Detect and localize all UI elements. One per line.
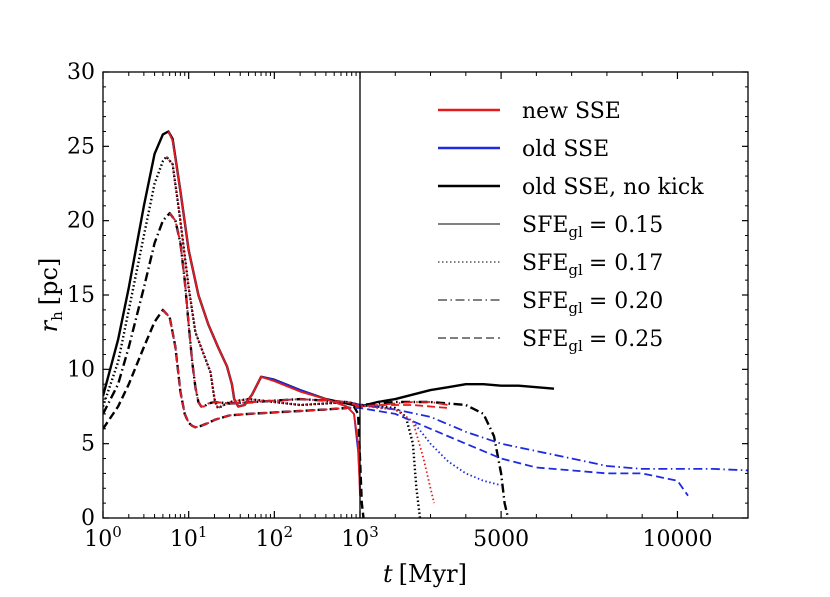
y-tick-label: 10 bbox=[67, 357, 95, 382]
series-line-12 bbox=[103, 308, 365, 518]
y-tick-label: 15 bbox=[67, 283, 95, 308]
y-tick-label: 25 bbox=[67, 134, 95, 159]
legend-label-6: SFEgl = 0.20 bbox=[522, 289, 663, 317]
x-tick-label: 101 bbox=[170, 523, 208, 552]
legend: new SSE old SSE old SSE, no kick SFEgl = 0.1… bbox=[438, 99, 704, 355]
series-line-10 bbox=[162, 309, 449, 429]
series-line-5 bbox=[165, 156, 502, 487]
legend-label-3: old SSE, no kick bbox=[522, 175, 704, 200]
series-line-9 bbox=[103, 211, 510, 518]
y-tick-label: 5 bbox=[81, 432, 95, 457]
legend-label-5: SFEgl = 0.17 bbox=[522, 251, 663, 279]
x-tick-label: 5000 bbox=[473, 527, 529, 552]
x-axis-label: t [Myr] bbox=[383, 560, 467, 588]
series-line-1 bbox=[167, 131, 361, 496]
ticks-layer: 0 5 10 15 20 25 30 100 101 102 103 5000 10000 bbox=[67, 60, 748, 552]
x-tick-label: 102 bbox=[256, 523, 294, 552]
y-tick-label: 0 bbox=[81, 506, 95, 531]
legend-label-7: SFEgl = 0.25 bbox=[522, 327, 663, 355]
series-line-3 bbox=[103, 130, 555, 408]
x-tick-label: 10000 bbox=[642, 527, 712, 552]
y-tick-label: 30 bbox=[67, 60, 95, 85]
legend-label-1: new SSE bbox=[522, 99, 621, 124]
series-line-7 bbox=[168, 212, 449, 408]
series-line-4 bbox=[165, 156, 435, 504]
legend-label-4: SFEgl = 0.15 bbox=[522, 213, 663, 241]
legend-label-2: old SSE bbox=[522, 137, 609, 162]
x-tick-label: 100 bbox=[84, 523, 122, 552]
y-tick-label: 20 bbox=[67, 209, 95, 234]
series-layer bbox=[103, 130, 748, 518]
series-line-2 bbox=[167, 131, 361, 489]
x-tick-label: 103 bbox=[341, 523, 379, 552]
series-line-6 bbox=[103, 155, 422, 518]
y-axis-label: rh[pc] bbox=[35, 258, 66, 333]
